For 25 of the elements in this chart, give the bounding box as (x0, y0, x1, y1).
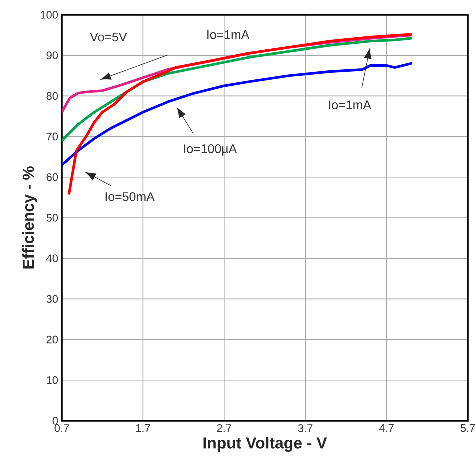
y-tick-label: 60 (46, 174, 58, 182)
x-axis-title: Input Voltage - V (204, 437, 328, 452)
y-tick-label: 10 (47, 376, 58, 384)
y-tick-label: 30 (46, 295, 58, 304)
x-tick-label: 2.7 (217, 424, 232, 432)
annotation: Io=1mA (208, 30, 250, 40)
x-tick-label: 1.7 (136, 424, 150, 432)
y-tick-label: 40 (46, 254, 58, 262)
annotation: Io=1mA (329, 100, 372, 110)
y-axis-title: Efficiency - % (22, 166, 38, 269)
annotation: Io=100µA (184, 144, 238, 156)
x-tick-label: 3.7 (298, 424, 313, 432)
annotation: Vo=5V (90, 32, 128, 42)
y-tick-label: 20 (46, 336, 58, 344)
x-tick-label: 5.7 (460, 424, 476, 432)
y-tick-label: 0 (52, 417, 58, 425)
y-tick-label: 90 (46, 52, 58, 60)
y-tick-label: 80 (46, 92, 58, 100)
line-series (62, 62, 412, 167)
y-tick-label: 50 (46, 214, 58, 222)
x-tick-label: 4.7 (379, 424, 394, 432)
y-tick-label: 70 (46, 132, 58, 141)
x-tick-label: 0.7 (54, 424, 70, 432)
annotation: Io=50mA (106, 192, 155, 202)
y-tick-label: 100 (41, 11, 58, 19)
